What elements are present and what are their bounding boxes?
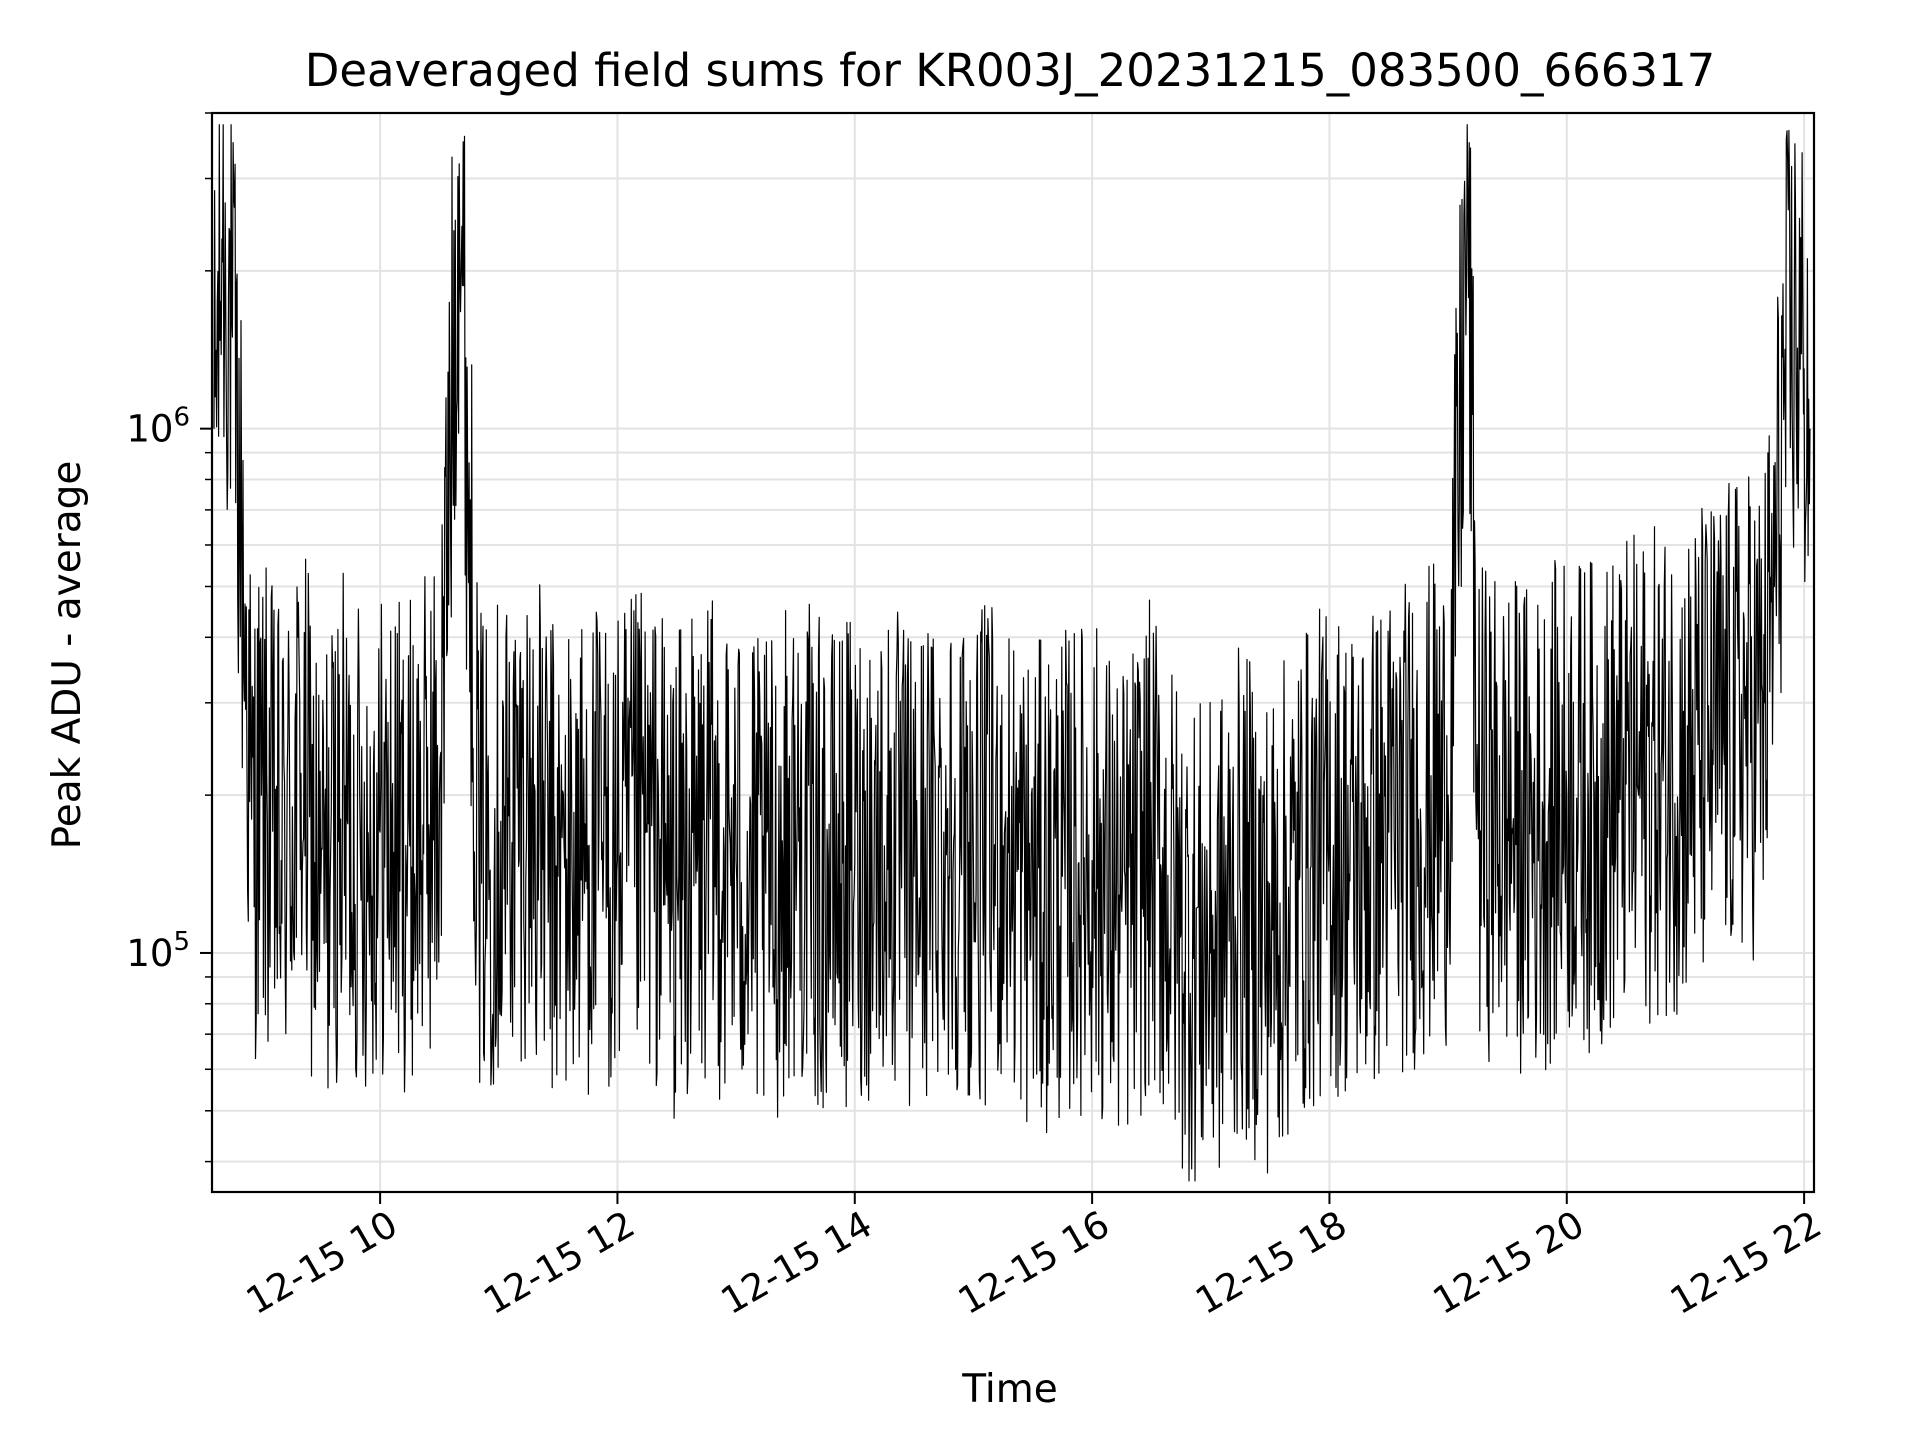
x-axis-label: Time <box>961 1367 1057 1412</box>
plot-frame <box>210 111 1816 1194</box>
series-line <box>213 124 1811 1182</box>
y-tick-label: 106 <box>126 403 190 451</box>
chart-title: Deaveraged field sums for KR003J_2023121… <box>305 44 1716 97</box>
series-layer <box>213 124 1811 1182</box>
y-axis-label: Peak ADU - average <box>45 461 90 850</box>
y-tick-label: 105 <box>126 927 190 975</box>
y-ticks: 105 106 <box>126 112 212 1163</box>
